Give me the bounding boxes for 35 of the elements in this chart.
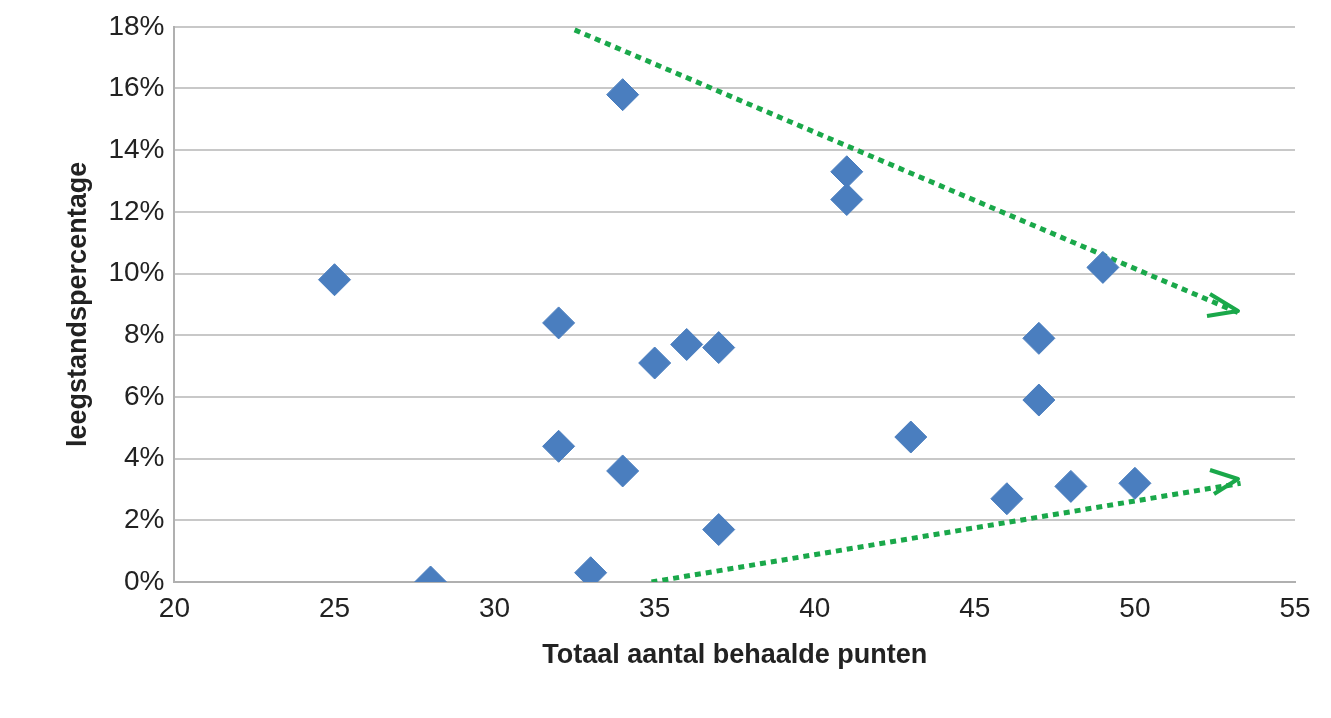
x-axis-title: Totaal aantal behaalde punten — [542, 639, 928, 670]
x-tick-label: 30 — [479, 591, 511, 623]
y-tick-label: 6% — [123, 379, 165, 411]
point — [1022, 383, 1056, 417]
y-tick-label: 4% — [123, 441, 165, 473]
y-tick-label: 2% — [123, 503, 165, 535]
point — [702, 513, 736, 547]
point — [542, 429, 576, 463]
x-tick-label: 40 — [799, 591, 831, 623]
y-tick-label: 10% — [108, 256, 165, 288]
x-tick-label: 55 — [1279, 591, 1311, 623]
point — [1118, 466, 1152, 500]
point — [638, 346, 672, 380]
x-tick-label: 50 — [1119, 591, 1151, 623]
point — [990, 482, 1024, 516]
point — [318, 263, 352, 297]
point — [702, 331, 736, 365]
point — [1086, 250, 1120, 284]
point — [1054, 469, 1088, 503]
point — [606, 454, 640, 488]
point — [830, 183, 864, 217]
point — [606, 78, 640, 112]
point — [542, 306, 576, 340]
y-axis-title: leegstandspercentage — [61, 161, 92, 447]
point — [894, 420, 928, 454]
x-tick-label: 35 — [639, 591, 671, 623]
y-tick-label: 16% — [108, 71, 165, 103]
y-tick-label: 12% — [108, 194, 165, 226]
y-tick-label: 8% — [123, 317, 165, 349]
point — [670, 328, 704, 361]
y-tick-label: 14% — [108, 132, 165, 164]
point — [1022, 321, 1056, 355]
x-tick-label: 45 — [959, 591, 991, 623]
x-tick-label: 25 — [318, 591, 351, 623]
y-tick-label: 18% — [108, 9, 165, 41]
